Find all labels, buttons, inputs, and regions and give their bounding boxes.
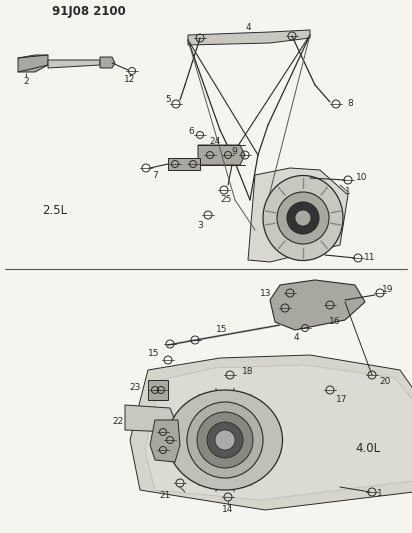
- Polygon shape: [48, 60, 100, 68]
- Polygon shape: [18, 55, 48, 72]
- Ellipse shape: [263, 175, 343, 261]
- Polygon shape: [145, 365, 412, 500]
- Text: 4: 4: [293, 333, 299, 342]
- Text: 7: 7: [152, 171, 158, 180]
- Text: 20: 20: [379, 377, 391, 386]
- Text: 10: 10: [356, 174, 368, 182]
- Text: 91J08 2100: 91J08 2100: [52, 5, 126, 19]
- Circle shape: [197, 412, 253, 468]
- Text: 23: 23: [129, 384, 140, 392]
- Ellipse shape: [168, 390, 283, 490]
- Polygon shape: [150, 420, 180, 462]
- Circle shape: [215, 430, 235, 450]
- Text: 11: 11: [364, 254, 376, 262]
- Text: 5: 5: [165, 95, 171, 104]
- Text: 3: 3: [197, 222, 203, 230]
- Text: 13: 13: [260, 288, 272, 297]
- Text: 1: 1: [345, 188, 351, 197]
- Text: 2.5L: 2.5L: [42, 204, 68, 216]
- Text: 2: 2: [23, 77, 29, 86]
- Text: 15: 15: [148, 349, 160, 358]
- Polygon shape: [100, 57, 115, 68]
- Text: 6: 6: [188, 126, 194, 135]
- Text: 22: 22: [112, 417, 124, 426]
- Text: 12: 12: [124, 76, 136, 85]
- Text: 18: 18: [242, 367, 254, 376]
- Circle shape: [287, 202, 319, 234]
- Text: 21: 21: [159, 490, 171, 499]
- Text: 9: 9: [231, 147, 237, 156]
- Circle shape: [207, 422, 243, 458]
- Text: 8: 8: [347, 100, 353, 109]
- Polygon shape: [168, 158, 200, 170]
- Polygon shape: [248, 168, 348, 262]
- Polygon shape: [148, 380, 168, 400]
- Circle shape: [187, 402, 263, 478]
- Text: 24: 24: [209, 136, 220, 146]
- Polygon shape: [130, 355, 412, 510]
- Text: 19: 19: [382, 286, 394, 295]
- Text: 15: 15: [216, 326, 228, 335]
- Polygon shape: [198, 145, 245, 165]
- Polygon shape: [125, 405, 175, 432]
- Text: 4.0L: 4.0L: [356, 441, 381, 455]
- Text: 14: 14: [222, 505, 234, 514]
- Text: 16: 16: [329, 318, 341, 327]
- Text: 25: 25: [220, 196, 232, 205]
- Circle shape: [295, 210, 311, 226]
- Polygon shape: [188, 30, 310, 45]
- Text: 1: 1: [377, 489, 383, 498]
- Text: 4: 4: [245, 22, 251, 31]
- Circle shape: [277, 192, 329, 244]
- Polygon shape: [270, 280, 365, 330]
- Text: 17: 17: [336, 395, 348, 405]
